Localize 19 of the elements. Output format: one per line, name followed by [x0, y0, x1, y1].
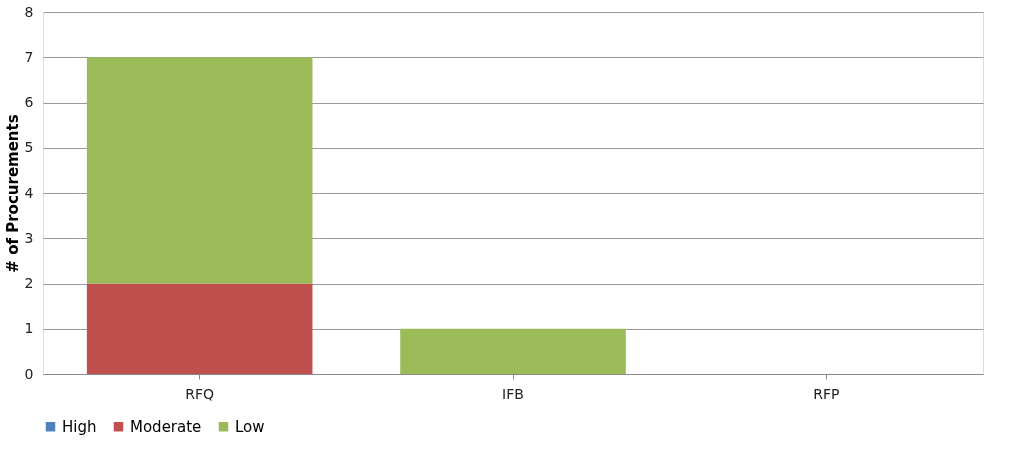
bar — [86, 57, 313, 284]
legend-label: Low — [235, 417, 265, 436]
legend-label: Moderate — [130, 417, 202, 436]
legend-label: High — [62, 417, 97, 436]
x-tick-label: RFQ — [185, 385, 215, 402]
y-tick-label: 7 — [24, 48, 34, 65]
y-tick-label: 5 — [24, 139, 34, 156]
bar — [86, 283, 313, 374]
y-tick-label: 0 — [24, 365, 34, 382]
x-tick-label: IFB — [502, 385, 524, 402]
y-tick-label: 4 — [24, 184, 34, 201]
y-tick-label: 8 — [24, 3, 34, 20]
x-tick-label: RFP — [813, 385, 840, 402]
y-axis-title: # of Procurements — [3, 114, 22, 273]
y-tick-label: 6 — [24, 94, 34, 110]
y-tick-label: 3 — [24, 229, 34, 246]
y-tick-label: 2 — [24, 275, 34, 291]
y-tick-label: 1 — [24, 320, 34, 337]
bar — [400, 328, 626, 374]
